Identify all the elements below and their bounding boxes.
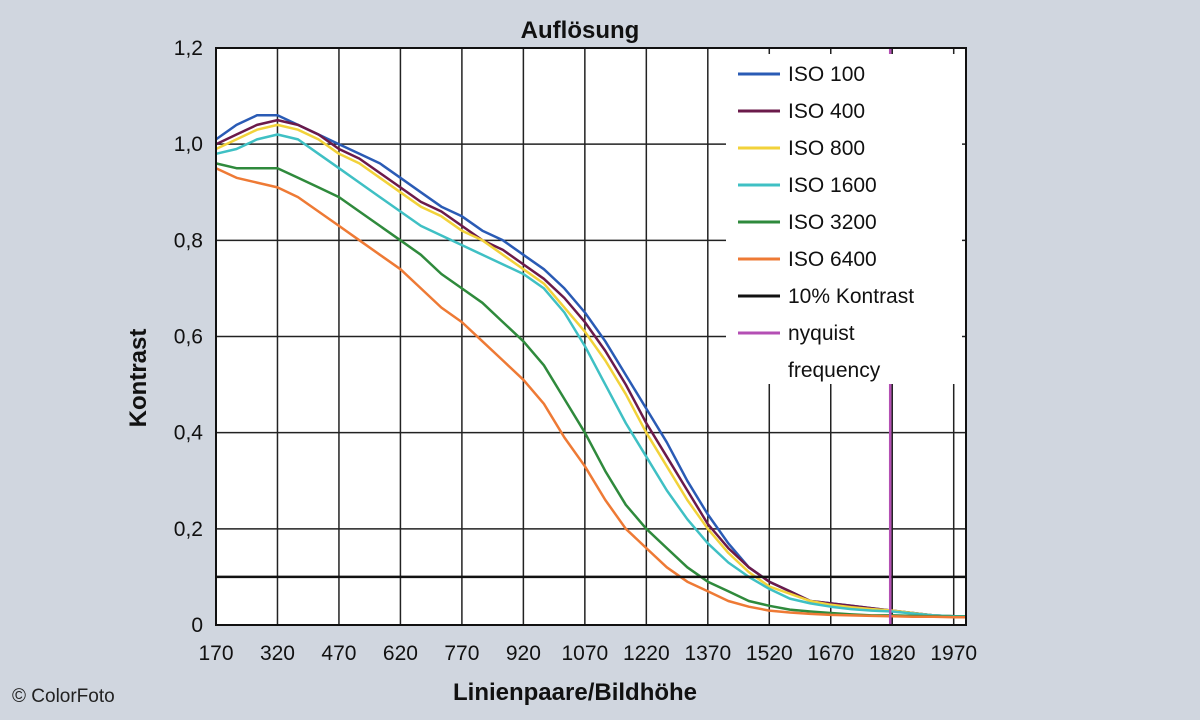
legend-label: ISO 100 [788, 63, 865, 86]
x-tick-label: 470 [321, 642, 356, 665]
y-tick-label: 1,2 [174, 37, 203, 60]
legend-label: 10% Kontrast [788, 285, 914, 308]
x-tick-label: 170 [198, 642, 233, 665]
x-tick-label: 1820 [869, 642, 916, 665]
y-tick-labels: 0 0,2 0,4 0,6 0,8 1,0 1,2 [174, 37, 204, 637]
y-tick-label: 0,2 [174, 518, 203, 541]
copyright-credit: © ColorFoto [12, 686, 115, 707]
legend-label: ISO 800 [788, 137, 865, 160]
x-tick-label: 920 [506, 642, 541, 665]
legend-label: ISO 400 [788, 100, 865, 123]
x-axis-label: Linienpaare/Bildhöhe [453, 679, 697, 706]
chart-title: Auflösung [521, 17, 640, 44]
x-tick-label: 1370 [684, 642, 731, 665]
legend-label: frequency [788, 359, 881, 382]
series-line-iso-800 [215, 123, 966, 618]
y-tick-label: 0,6 [174, 326, 203, 349]
legend-label: nyquist [788, 322, 855, 345]
y-tick-label: 1,0 [174, 133, 203, 156]
x-tick-label: 1970 [930, 642, 977, 665]
plot-frame [215, 47, 967, 626]
legend-label: ISO 3200 [788, 211, 877, 234]
legend-label: ISO 6400 [788, 248, 877, 271]
x-tick-label: 1070 [561, 642, 608, 665]
y-tick-label: 0,4 [174, 422, 204, 445]
x-tick-label: 770 [444, 642, 479, 665]
x-tick-labels: 170 320 470 620 770 920 1070 1220 1370 1520 1670 18… [198, 642, 977, 665]
legend: ISO 100 ISO 400 ISO 800 ISO 1600 ISO 3200 ISO… [726, 54, 962, 384]
x-tick-label: 1220 [623, 642, 670, 665]
legend-box [726, 54, 962, 384]
legend-label: ISO 1600 [788, 174, 877, 197]
y-tick-label: 0 [191, 614, 203, 637]
series-line-iso-400 [215, 118, 966, 618]
x-tick-label: 1520 [746, 642, 793, 665]
x-tick-label: 620 [383, 642, 418, 665]
y-axis-label: Kontrast [125, 329, 152, 428]
series-line-iso-1600 [215, 133, 966, 618]
y-tick-label: 0,8 [174, 229, 203, 252]
x-tick-label: 1670 [807, 642, 854, 665]
x-tick-label: 320 [260, 642, 295, 665]
series-line-iso-6400 [215, 167, 966, 619]
